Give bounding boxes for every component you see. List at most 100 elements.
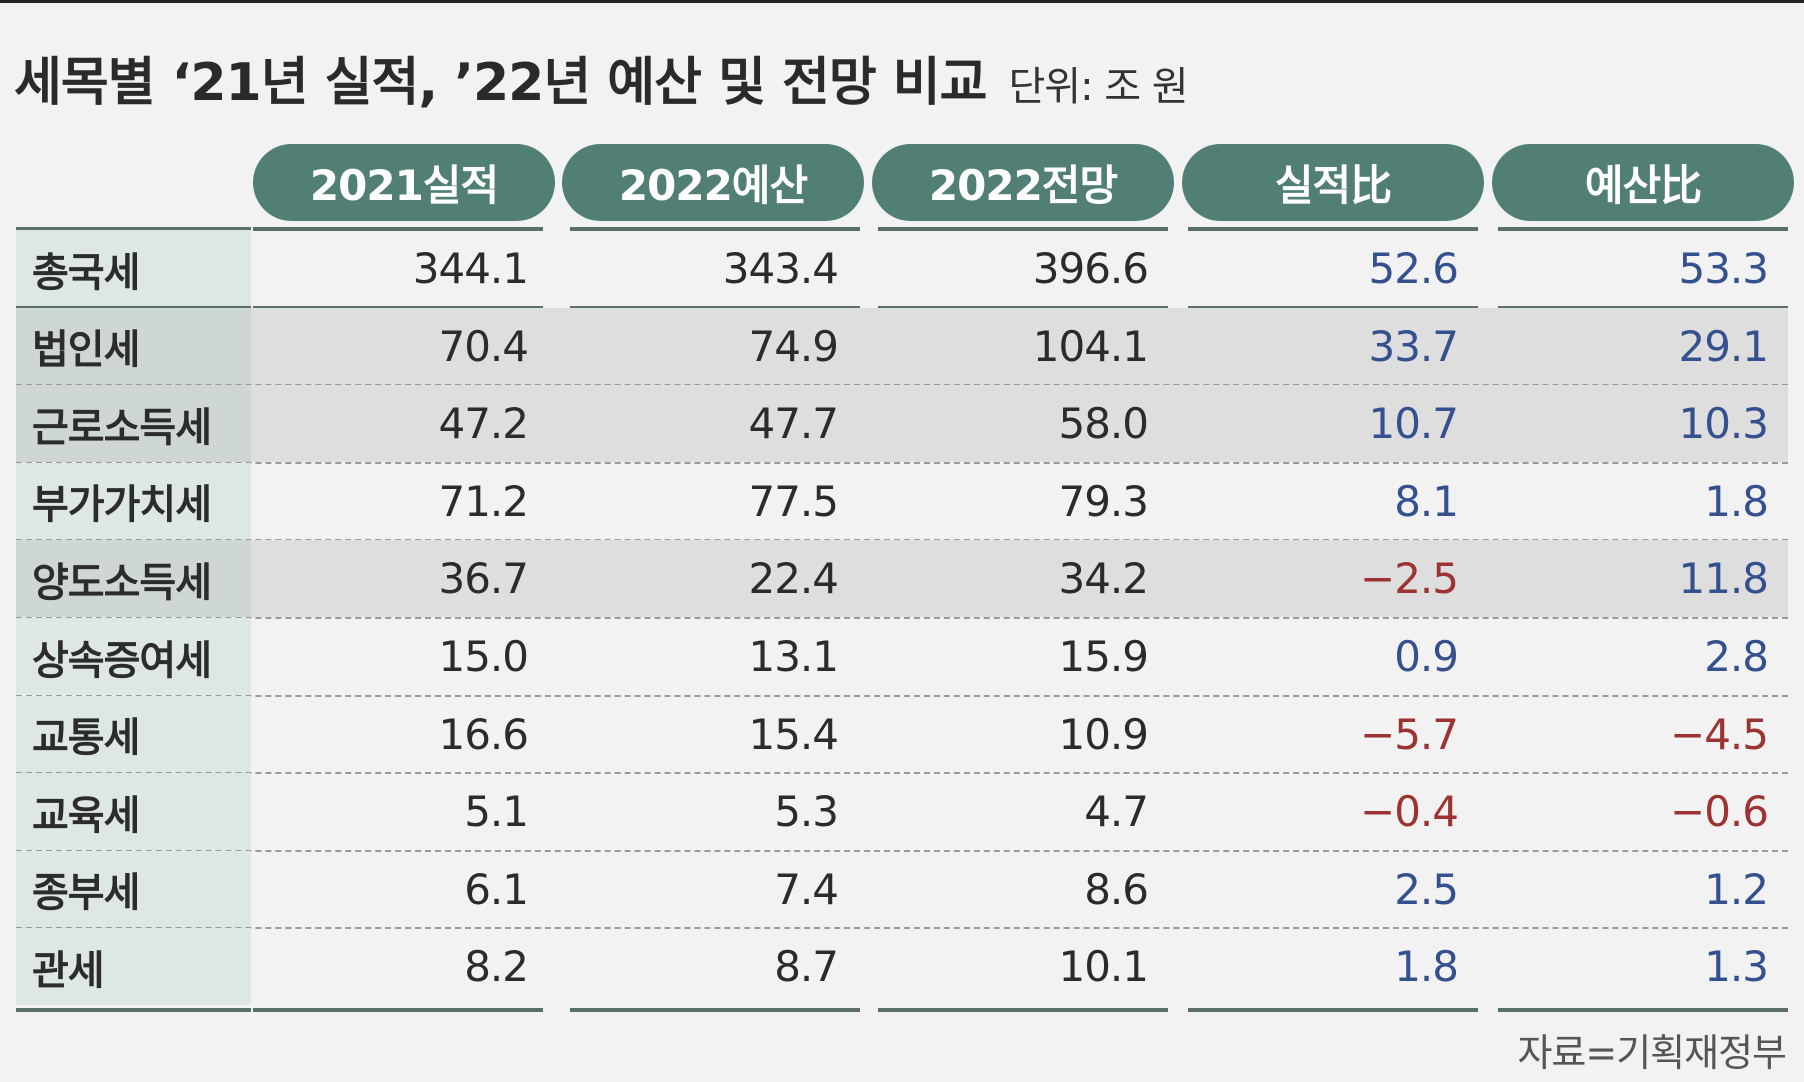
- table-cell: −0.4: [1360, 787, 1459, 837]
- top-rule: [0, 0, 1804, 3]
- table-cell: 343.4: [722, 244, 839, 293]
- table-row: 상속증여세 15.0 13.1 15.9 0.9 2.8: [16, 618, 1788, 695]
- table-cell: 15.4: [748, 709, 839, 759]
- table-row: 종부세 6.1 7.4 8.6 2.5 1.2: [16, 850, 1788, 928]
- table-cell: 1.2: [1704, 864, 1769, 914]
- table-cell: 2.5: [1394, 864, 1459, 914]
- row-separator: [16, 617, 1788, 619]
- table-cell: 104.1: [1032, 321, 1149, 371]
- table-cell: 71.2: [438, 476, 529, 526]
- table-cell: 7.4: [774, 864, 839, 914]
- table-cell: 10.7: [1368, 399, 1459, 449]
- table-cell: 10.3: [1678, 399, 1769, 449]
- table-cell: 70.4: [438, 321, 529, 371]
- table-cell: 16.6: [438, 709, 529, 759]
- table-cell: 6.1: [464, 864, 529, 914]
- table-cell: 10.9: [1058, 709, 1149, 759]
- table-cell: 8.6: [1084, 864, 1149, 914]
- table-cell: 47.7: [748, 399, 839, 449]
- column-header: 2021실적: [253, 144, 555, 221]
- bottom-rule: [253, 1008, 543, 1012]
- total-rule: [878, 305, 1168, 309]
- header-rule: [253, 227, 543, 231]
- table-cell: 1.8: [1704, 476, 1769, 526]
- row-label: 교통세: [16, 695, 251, 773]
- source-label: 자료=기획재정부: [1517, 1031, 1787, 1075]
- table-cell: 0.9: [1394, 632, 1459, 681]
- row-separator: [16, 927, 1788, 930]
- table-cell: 29.1: [1678, 321, 1769, 371]
- table-row: 양도소득세 36.7 22.4 34.2 −2.5 11.8: [16, 540, 1788, 618]
- row-label: 근로소득세: [16, 385, 251, 463]
- chart-title: 세목별 ‘21년 실적, ’22년 예산 및 전망 비교: [14, 53, 987, 113]
- table-cell: −2.5: [1360, 554, 1459, 604]
- table-cell: 36.7: [438, 554, 529, 604]
- header-rule: [1188, 227, 1478, 231]
- bottom-rule: [1188, 1008, 1478, 1012]
- column-header: 실적比: [1182, 144, 1484, 221]
- table-cell: 53.3: [1678, 244, 1769, 293]
- table-cell: −0.6: [1670, 787, 1769, 837]
- header-rule: [570, 227, 860, 231]
- table-cell: 52.6: [1368, 244, 1459, 293]
- row-label: 총국세: [16, 230, 251, 307]
- row-label: 종부세: [16, 850, 251, 928]
- table-cell: 79.3: [1058, 476, 1149, 526]
- table-cell: 5.3: [774, 787, 839, 837]
- table-row: 부가가치세 71.2 77.5 79.3 8.1 1.8: [16, 462, 1788, 540]
- table-cell: 1.8: [1394, 942, 1459, 992]
- table-cell: 74.9: [748, 321, 839, 371]
- column-header: 2022전망: [872, 144, 1174, 221]
- row-separator: [16, 849, 1788, 852]
- row-label: 상속증여세: [16, 618, 251, 695]
- header-rule: [878, 227, 1168, 231]
- table-cell: 2.8: [1704, 632, 1769, 681]
- row-label: 법인세: [16, 307, 251, 385]
- table-cell: 5.1: [464, 787, 529, 837]
- table-cell: 8.1: [1394, 476, 1459, 526]
- table-cell: 15.9: [1058, 632, 1149, 681]
- table-cell: 1.3: [1704, 942, 1769, 992]
- unit-label: 단위: 조 원: [1008, 64, 1188, 110]
- table-cell: 10.1: [1058, 942, 1149, 992]
- column-header: 2022예산: [562, 144, 864, 221]
- header-rule: [16, 227, 251, 231]
- total-rule: [1498, 305, 1788, 309]
- total-rule: [570, 305, 860, 309]
- table-row: 총국세 344.1 343.4 396.6 52.6 53.3: [16, 230, 1788, 307]
- table-cell: 58.0: [1058, 399, 1149, 449]
- table-row: 법인세 70.4 74.9 104.1 33.7 29.1: [16, 307, 1788, 385]
- bottom-rule: [1498, 1008, 1788, 1012]
- table-cell: 13.1: [748, 632, 839, 681]
- table-cell: 4.7: [1084, 787, 1149, 837]
- table-cell: −5.7: [1360, 709, 1459, 759]
- row-separator: [16, 772, 1788, 775]
- table-cell: −4.5: [1670, 709, 1769, 759]
- table-row: 교통세 16.6 15.4 10.9 −5.7 −4.5: [16, 695, 1788, 773]
- table-cell: 77.5: [748, 476, 839, 526]
- row-separator: [16, 461, 1788, 464]
- table-row: 관세 8.2 8.7 10.1 1.8 1.3: [16, 928, 1788, 1006]
- bottom-rule: [878, 1008, 1168, 1012]
- row-label: 부가가치세: [16, 462, 251, 540]
- total-rule: [16, 305, 251, 309]
- table-cell: 11.8: [1678, 554, 1769, 604]
- bottom-rule: [16, 1008, 251, 1012]
- table-cell: 8.7: [774, 942, 839, 992]
- title-row: 세목별 ‘21년 실적, ’22년 예산 및 전망 비교 단위: 조 원: [14, 40, 1189, 115]
- table-row: 교육세 5.1 5.3 4.7 −0.4 −0.6: [16, 773, 1788, 851]
- header-rule: [1498, 227, 1788, 231]
- table-cell: 34.2: [1058, 554, 1149, 604]
- row-label: 교육세: [16, 773, 251, 851]
- table-cell: 33.7: [1368, 321, 1459, 371]
- table-cell: 15.0: [438, 632, 529, 681]
- row-label: 양도소득세: [16, 540, 251, 618]
- row-separator: [16, 694, 1788, 697]
- total-rule: [1188, 305, 1478, 309]
- table-cell: 396.6: [1032, 244, 1149, 293]
- column-header: 예산比: [1492, 144, 1794, 221]
- row-label: 관세: [16, 928, 251, 1006]
- table-cell: 47.2: [438, 399, 529, 449]
- table-cell: 22.4: [748, 554, 839, 604]
- table-cell: 8.2: [464, 942, 529, 992]
